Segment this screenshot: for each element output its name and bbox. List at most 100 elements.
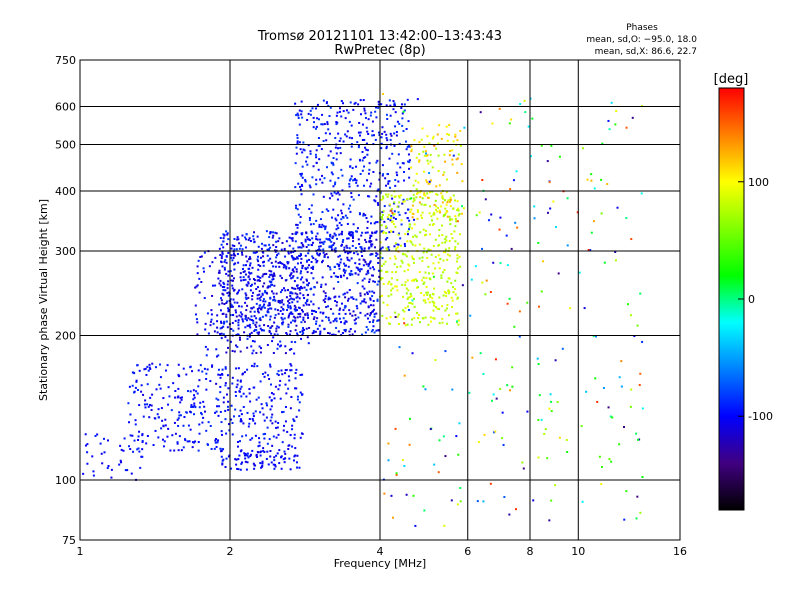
data-point xyxy=(299,312,302,315)
data-point xyxy=(265,272,268,275)
data-point xyxy=(148,366,151,369)
data-point xyxy=(312,293,315,296)
data-point xyxy=(375,230,378,233)
data-point xyxy=(257,275,260,278)
data-point xyxy=(146,383,149,386)
data-point xyxy=(230,404,233,407)
data-point xyxy=(262,449,265,452)
data-point xyxy=(226,287,229,290)
data-point xyxy=(274,260,277,263)
data-point xyxy=(292,250,295,253)
data-point xyxy=(333,265,336,268)
data-point xyxy=(86,451,89,454)
data-point xyxy=(249,272,252,275)
data-point xyxy=(253,340,256,343)
data-point xyxy=(300,183,303,186)
data-point xyxy=(265,416,268,419)
data-point xyxy=(194,304,197,307)
colorbar-tick-label: 0 xyxy=(748,293,755,306)
data-point xyxy=(426,135,429,138)
data-point xyxy=(410,145,413,148)
data-point xyxy=(430,215,433,218)
data-point xyxy=(223,266,226,269)
data-point xyxy=(446,253,449,256)
data-point xyxy=(402,200,405,203)
data-point xyxy=(454,293,457,296)
data-point xyxy=(316,252,319,255)
data-point xyxy=(257,451,260,454)
data-point xyxy=(305,288,308,291)
data-point xyxy=(348,288,351,291)
data-point xyxy=(248,256,251,259)
data-point xyxy=(264,300,267,303)
data-point xyxy=(332,157,335,160)
data-point xyxy=(415,188,418,191)
data-point xyxy=(211,261,214,264)
data-point xyxy=(290,237,293,240)
data-point xyxy=(408,161,411,164)
data-point xyxy=(143,403,146,406)
data-point xyxy=(425,152,428,155)
data-point xyxy=(235,315,238,318)
data-point xyxy=(348,309,351,312)
data-point xyxy=(292,270,295,273)
data-point xyxy=(494,358,497,361)
data-point xyxy=(521,461,524,464)
data-point xyxy=(335,121,338,124)
data-point xyxy=(636,324,639,327)
data-point xyxy=(610,460,613,463)
data-point xyxy=(251,449,254,452)
data-point xyxy=(244,457,247,460)
data-point xyxy=(203,297,206,300)
data-point xyxy=(372,171,375,174)
data-point xyxy=(244,246,247,249)
data-point xyxy=(202,416,205,419)
data-point xyxy=(224,418,227,421)
data-point xyxy=(154,429,157,432)
data-point xyxy=(280,277,283,280)
data-point xyxy=(411,243,414,246)
data-point xyxy=(295,309,298,312)
data-point xyxy=(252,462,255,465)
data-point xyxy=(314,127,317,130)
data-point xyxy=(372,308,375,311)
data-point xyxy=(389,114,392,117)
data-point xyxy=(332,243,335,246)
data-point xyxy=(321,123,324,126)
data-point xyxy=(383,220,386,223)
data-point xyxy=(142,393,145,396)
data-point xyxy=(350,296,353,299)
data-point xyxy=(301,165,304,168)
data-point xyxy=(211,364,214,367)
data-point xyxy=(229,270,232,273)
data-point xyxy=(273,284,276,287)
data-point xyxy=(594,377,597,380)
data-point xyxy=(423,145,426,148)
data-point xyxy=(140,390,143,393)
data-point xyxy=(375,252,378,255)
data-point xyxy=(311,312,314,315)
data-point xyxy=(265,230,268,233)
data-point xyxy=(225,272,228,275)
data-point xyxy=(441,241,444,244)
data-point xyxy=(540,418,543,421)
data-point xyxy=(252,238,255,241)
data-point xyxy=(208,265,211,268)
data-point xyxy=(449,205,452,208)
data-point xyxy=(264,289,267,292)
data-point xyxy=(348,232,351,235)
data-point xyxy=(335,304,338,307)
data-point xyxy=(249,289,252,292)
data-point xyxy=(273,272,276,275)
data-point xyxy=(375,161,378,164)
data-point xyxy=(312,267,315,270)
data-point xyxy=(395,285,398,288)
data-point xyxy=(383,492,386,495)
data-point xyxy=(318,333,321,336)
data-point xyxy=(269,307,272,310)
data-point xyxy=(238,247,241,250)
data-point xyxy=(368,314,371,317)
data-point xyxy=(262,447,265,450)
data-point xyxy=(230,328,233,331)
data-point xyxy=(216,320,219,323)
